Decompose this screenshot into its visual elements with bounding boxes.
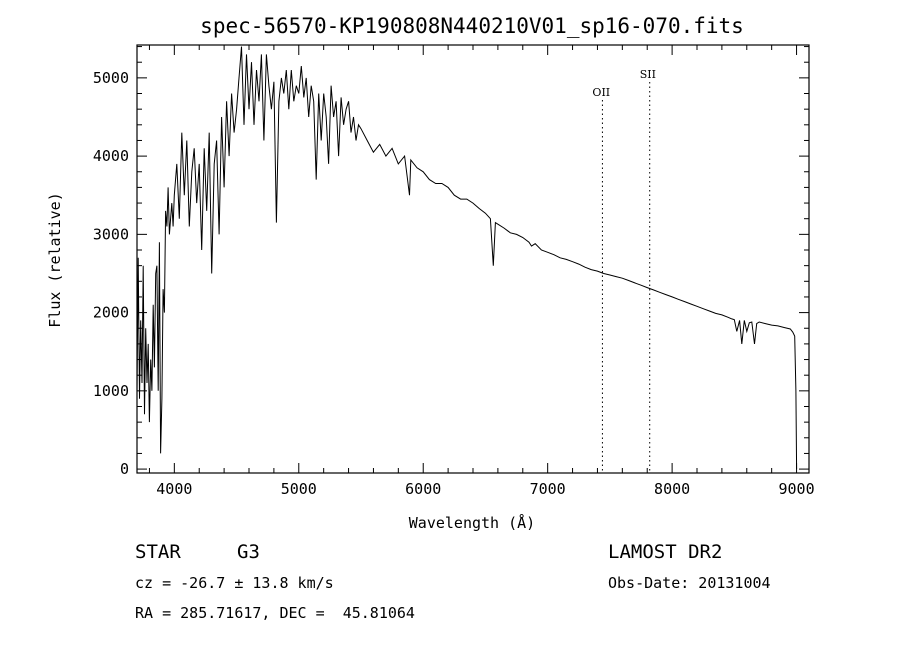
- x-tick-label: 5000: [281, 480, 317, 498]
- survey-name: LAMOST DR2: [608, 541, 723, 563]
- axis-ticks: 4000 5000 6000 7000 8000 9000 0 1000 2000 3000 400…: [93, 45, 815, 498]
- y-axis-label: Flux (relative): [46, 192, 64, 327]
- x-tick-label: 4000: [156, 480, 192, 498]
- coordinates-text: RA = 285.71617, DEC = 45.81064: [135, 604, 415, 622]
- object-subclass: G3: [237, 541, 260, 563]
- plot-frame: [136, 44, 810, 474]
- x-tick-label: 9000: [778, 480, 814, 498]
- x-tick-label: 7000: [530, 480, 566, 498]
- obs-date: Obs-Date: 20131004: [608, 574, 771, 592]
- y-tick-label: 3000: [93, 225, 129, 243]
- x-tick-label: 6000: [405, 480, 441, 498]
- redshift-text: cz = -26.7 ± 13.8 km/s: [135, 574, 334, 592]
- spectrum-line: [136, 46, 798, 470]
- annotation-label: OII: [592, 86, 610, 99]
- y-tick-label: 4000: [93, 147, 129, 165]
- x-axis-label: Wavelength (Å): [409, 513, 535, 532]
- y-tick-label: 2000: [93, 304, 129, 322]
- object-class: STAR: [135, 541, 181, 563]
- y-tick-label: 5000: [93, 69, 129, 87]
- y-tick-label: 0: [120, 460, 129, 478]
- y-tick-label: 1000: [93, 382, 129, 400]
- x-tick-label: 8000: [654, 480, 690, 498]
- chart-title: spec-56570-KP190808N440210V01_sp16-070.f…: [200, 14, 744, 38]
- line-annotations: OII SII: [592, 68, 656, 473]
- annotation-label: SII: [640, 68, 656, 81]
